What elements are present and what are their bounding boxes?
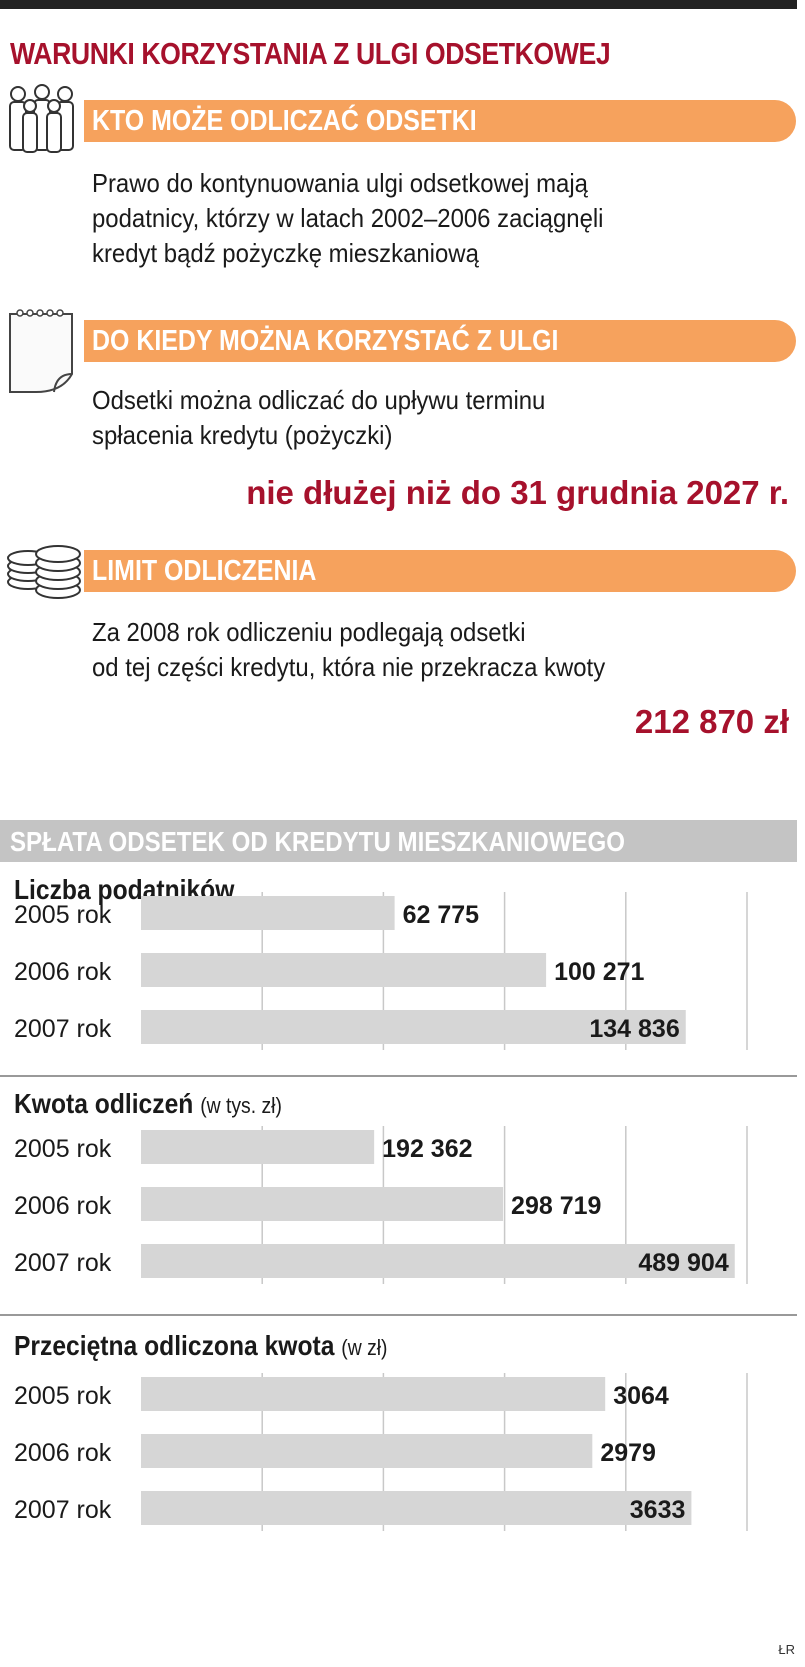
bar — [141, 1491, 692, 1525]
bar — [141, 1244, 735, 1278]
category-label: 2006 rok — [14, 958, 112, 986]
bar — [141, 896, 395, 930]
category-label: 2007 rok — [14, 1015, 112, 1043]
people-icon — [9, 84, 74, 153]
category-label: 2005 rok — [14, 1135, 112, 1163]
category-label: 2007 rok — [14, 1496, 112, 1524]
category-label: 2005 rok — [14, 1382, 112, 1410]
page-title: WARUNKI KORZYSTANIA Z ULGI ODSETKOWEJ — [10, 36, 611, 71]
category-label: 2007 rok — [14, 1249, 112, 1277]
chart-title-deductions: Kwota odliczeń (w tys. zł) — [14, 1088, 282, 1119]
section-text-limit: Za 2008 rok odliczeniu podlegają odsetki… — [92, 617, 606, 682]
value-label: 62 775 — [403, 901, 480, 929]
bar — [141, 1010, 686, 1044]
value-label: 2979 — [600, 1439, 656, 1467]
section-heading-limit: LIMIT ODLICZENIA — [84, 550, 796, 592]
category-label: 2006 rok — [14, 1439, 112, 1467]
bar — [141, 1434, 593, 1468]
chart-divider — [0, 1314, 797, 1316]
chart-divider — [0, 1075, 797, 1077]
value-label: 3064 — [613, 1382, 669, 1410]
top-rule — [0, 0, 797, 9]
coins-icon — [7, 545, 81, 599]
limit-highlight: 212 870 zł — [634, 703, 789, 740]
section-text-who: Prawo do kontynuowania ulgi odsetkowej m… — [92, 168, 604, 268]
charts-section-heading: SPŁATA ODSETEK OD KREDYTU MIESZKANIOWEGO — [0, 820, 797, 862]
calendar-icon — [9, 309, 73, 393]
value-label: 3633 — [630, 1496, 686, 1524]
chart-title-average: Przeciętna odliczona kwota (w zł) — [14, 1330, 388, 1361]
value-label: 298 719 — [511, 1192, 601, 1220]
category-label: 2005 rok — [14, 901, 112, 929]
section-heading-who: KTO MOŻE ODLICZAĆ ODSETKI — [84, 100, 796, 142]
value-label: 134 836 — [589, 1015, 679, 1043]
deadline-highlight: nie dłużej niż do 31 grudnia 2027 r. — [246, 474, 789, 511]
value-label: 489 904 — [638, 1249, 728, 1277]
value-label: 192 362 — [382, 1135, 472, 1163]
bar — [141, 1187, 504, 1221]
bar — [141, 1130, 375, 1164]
author-credit: ŁR — [778, 1642, 795, 1657]
bar — [141, 953, 547, 987]
section-heading-until: DO KIEDY MOŻNA KORZYSTAĆ Z ULGI — [84, 320, 796, 362]
category-label: 2006 rok — [14, 1192, 112, 1220]
bar — [141, 1377, 606, 1411]
value-label: 100 271 — [554, 958, 644, 986]
section-text-until: Odsetki można odliczać do upływu terminu… — [92, 385, 546, 450]
